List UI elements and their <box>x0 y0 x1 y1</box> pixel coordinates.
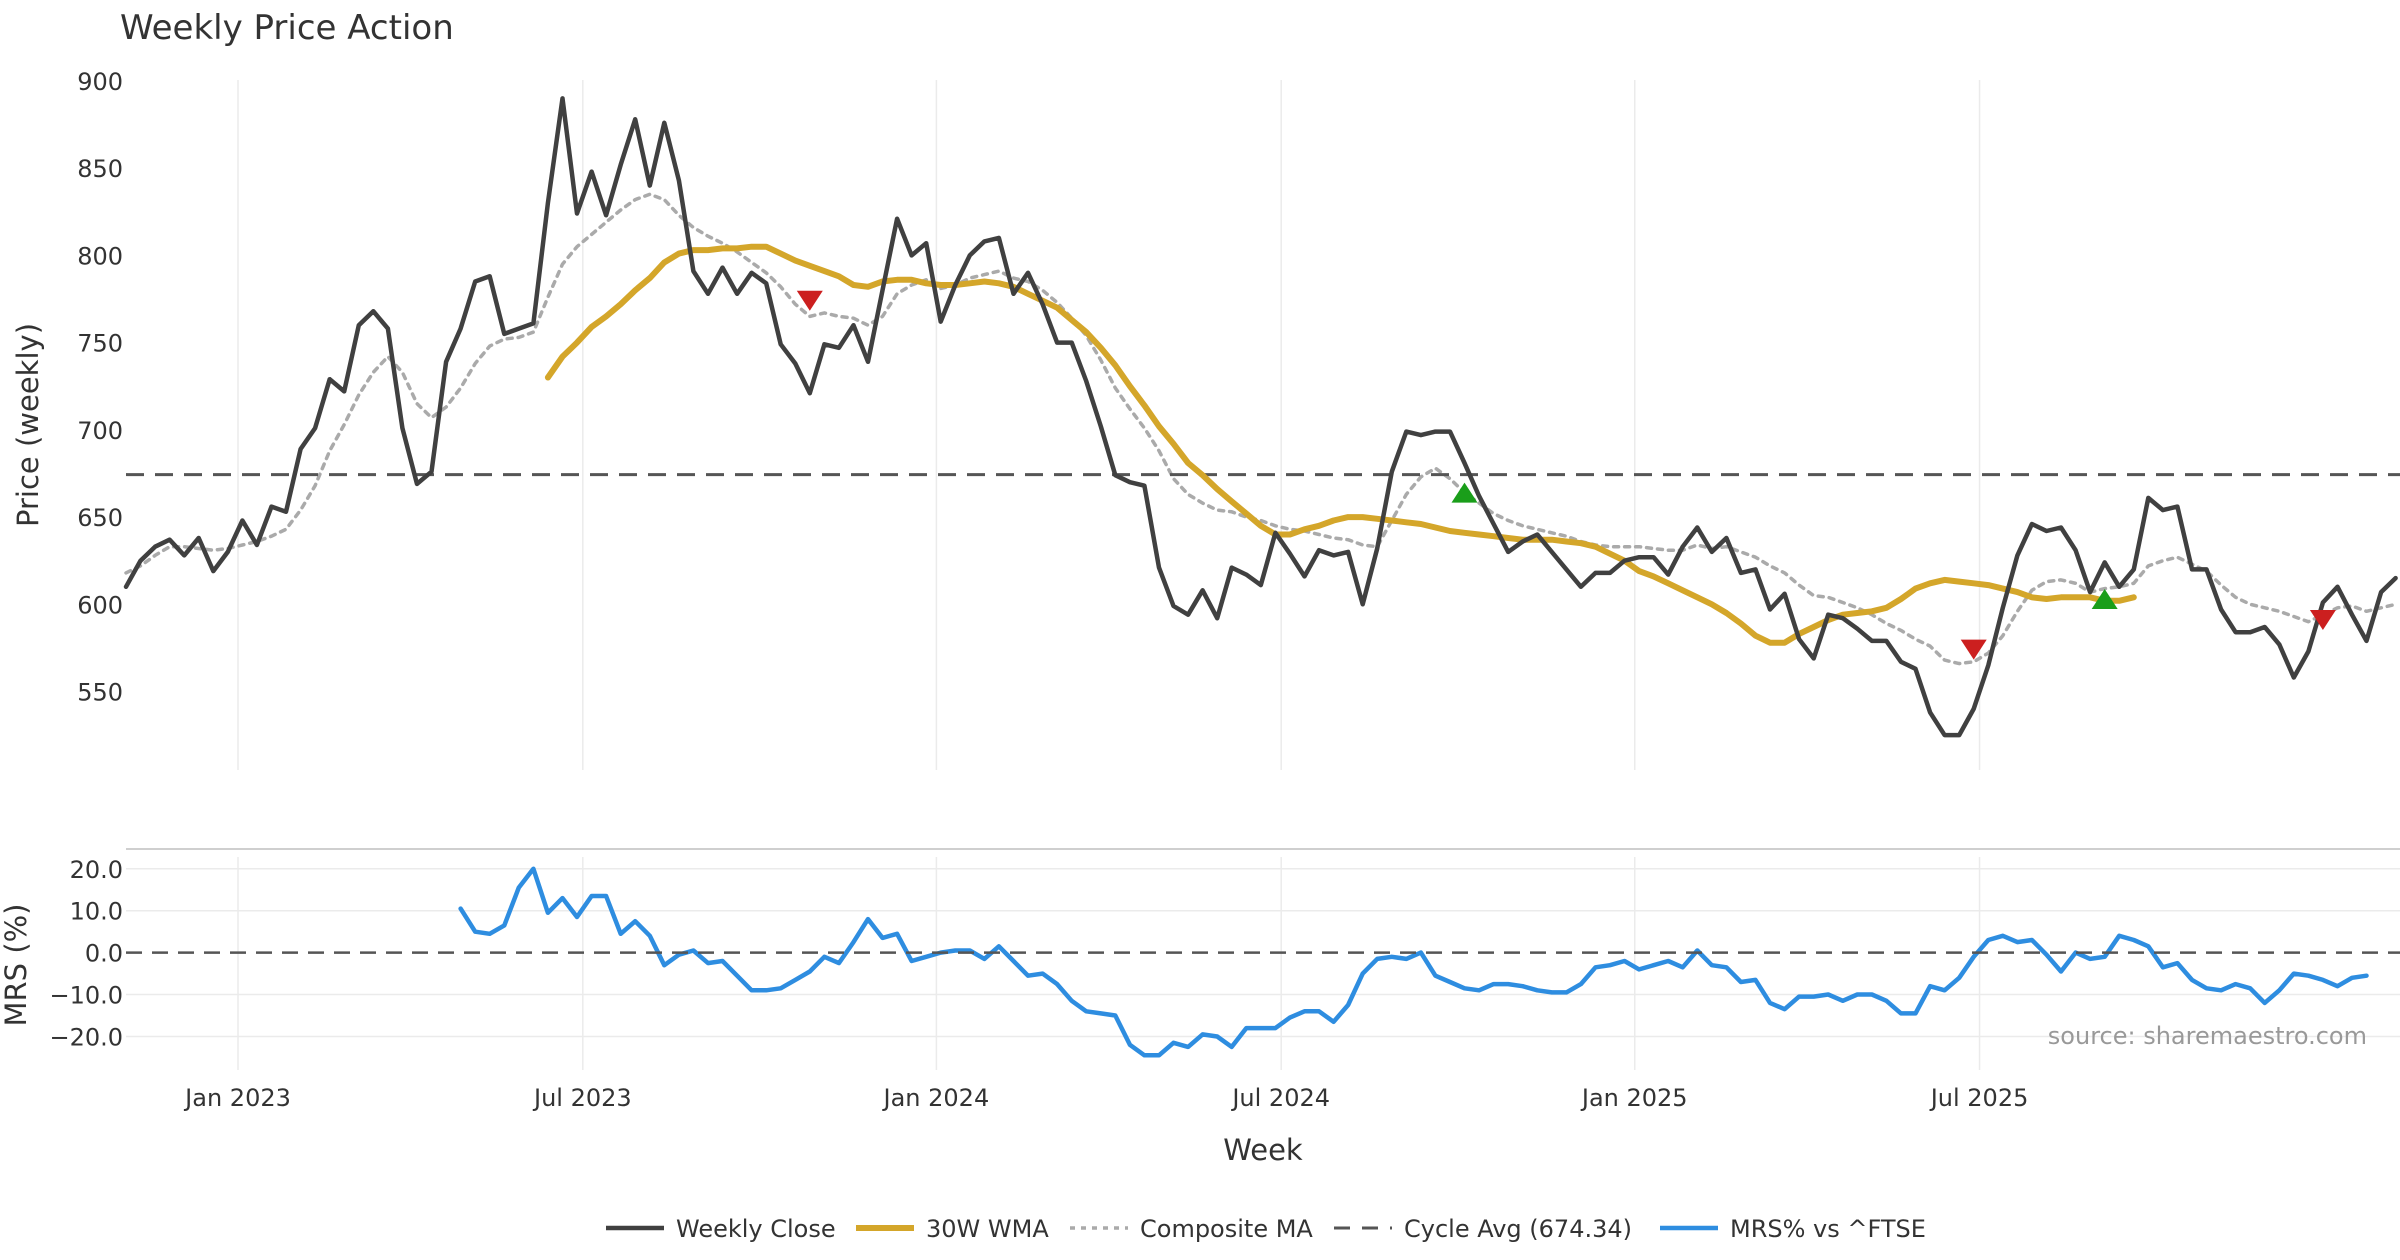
price-y-tick: 650 <box>77 504 123 532</box>
legend-label: Composite MA <box>1140 1215 1313 1243</box>
sell-signal-marker <box>1960 639 1987 660</box>
mrs-line <box>458 866 2369 1058</box>
weekly-close-line <box>123 96 2398 738</box>
price-y-axis-label: Price (weekly) <box>11 323 45 527</box>
30w-wma-line <box>544 243 2137 646</box>
x-tick: Jan 2025 <box>1580 1084 1688 1112</box>
price-y-tick: 850 <box>77 155 123 183</box>
price-y-tick: 700 <box>77 417 123 445</box>
legend: Weekly Close 30W WMA Composite MA Cycle Avg… <box>606 1215 1926 1243</box>
sell-signal-marker <box>796 290 823 311</box>
buy-signal-marker <box>1451 482 1478 503</box>
legend-label: 30W WMA <box>926 1215 1049 1243</box>
x-tick: Jul 2025 <box>1929 1084 2029 1112</box>
legend-label: Cycle Avg (674.34) <box>1404 1215 1632 1243</box>
legend-item-composite-ma: Composite MA <box>1070 1215 1313 1243</box>
mrs-y-tick: 0.0 <box>85 940 123 968</box>
x-tick: Jul 2023 <box>532 1084 632 1112</box>
x-tick: Jan 2024 <box>882 1084 990 1112</box>
legend-item-30w-wma: 30W WMA <box>856 1215 1049 1243</box>
legend-item-cycle-avg-674-34: Cycle Avg (674.34) <box>1334 1215 1632 1243</box>
mrs-y-tick: −20.0 <box>49 1023 123 1051</box>
mrs-y-tick: 20.0 <box>70 856 123 884</box>
x-tick-labels: Jan 2023 Jul 2023 Jan 2024 Jul 2024 Jan 2025… <box>183 1084 2028 1112</box>
buy-signal-marker <box>2091 589 2118 610</box>
price-y-tick: 750 <box>77 330 123 358</box>
legend-label: MRS% vs ^FTSE <box>1730 1215 1926 1243</box>
price-y-tick-labels: 900 850 800 750 700 650 600 550 <box>77 68 123 707</box>
source-credit: source: sharemaestro.com <box>2048 1022 2367 1050</box>
x-tick: Jul 2024 <box>1230 1084 1330 1112</box>
mrs-series <box>126 866 2400 1058</box>
sell-signal-marker <box>2309 609 2336 630</box>
mrs-gridlines <box>126 857 2400 1070</box>
trade-signals <box>796 290 2336 660</box>
price-gridlines <box>237 80 1981 770</box>
mrs-y-tick: 10.0 <box>70 898 123 926</box>
x-tick: Jan 2023 <box>183 1084 291 1112</box>
mrs-y-tick: −10.0 <box>49 982 123 1010</box>
price-y-tick: 600 <box>77 591 123 619</box>
price-y-tick: 900 <box>77 68 123 96</box>
price-y-tick: 800 <box>77 242 123 270</box>
chart-title: Weekly Price Action <box>120 8 454 48</box>
legend-label: Weekly Close <box>676 1215 836 1243</box>
price-y-tick: 550 <box>77 678 123 706</box>
composite-ma-line <box>124 192 2398 666</box>
price-series <box>123 96 2400 738</box>
legend-item-mrs-vs-ftse: MRS% vs ^FTSE <box>1660 1215 1926 1243</box>
mrs-y-tick-labels: 20.0 10.0 0.0 −10.0 −20.0 <box>49 856 123 1052</box>
mrs-y-axis-label: MRS (%) <box>0 904 33 1027</box>
legend-item-weekly-close: Weekly Close <box>606 1215 836 1243</box>
x-axis-label: Week <box>1223 1133 1303 1167</box>
